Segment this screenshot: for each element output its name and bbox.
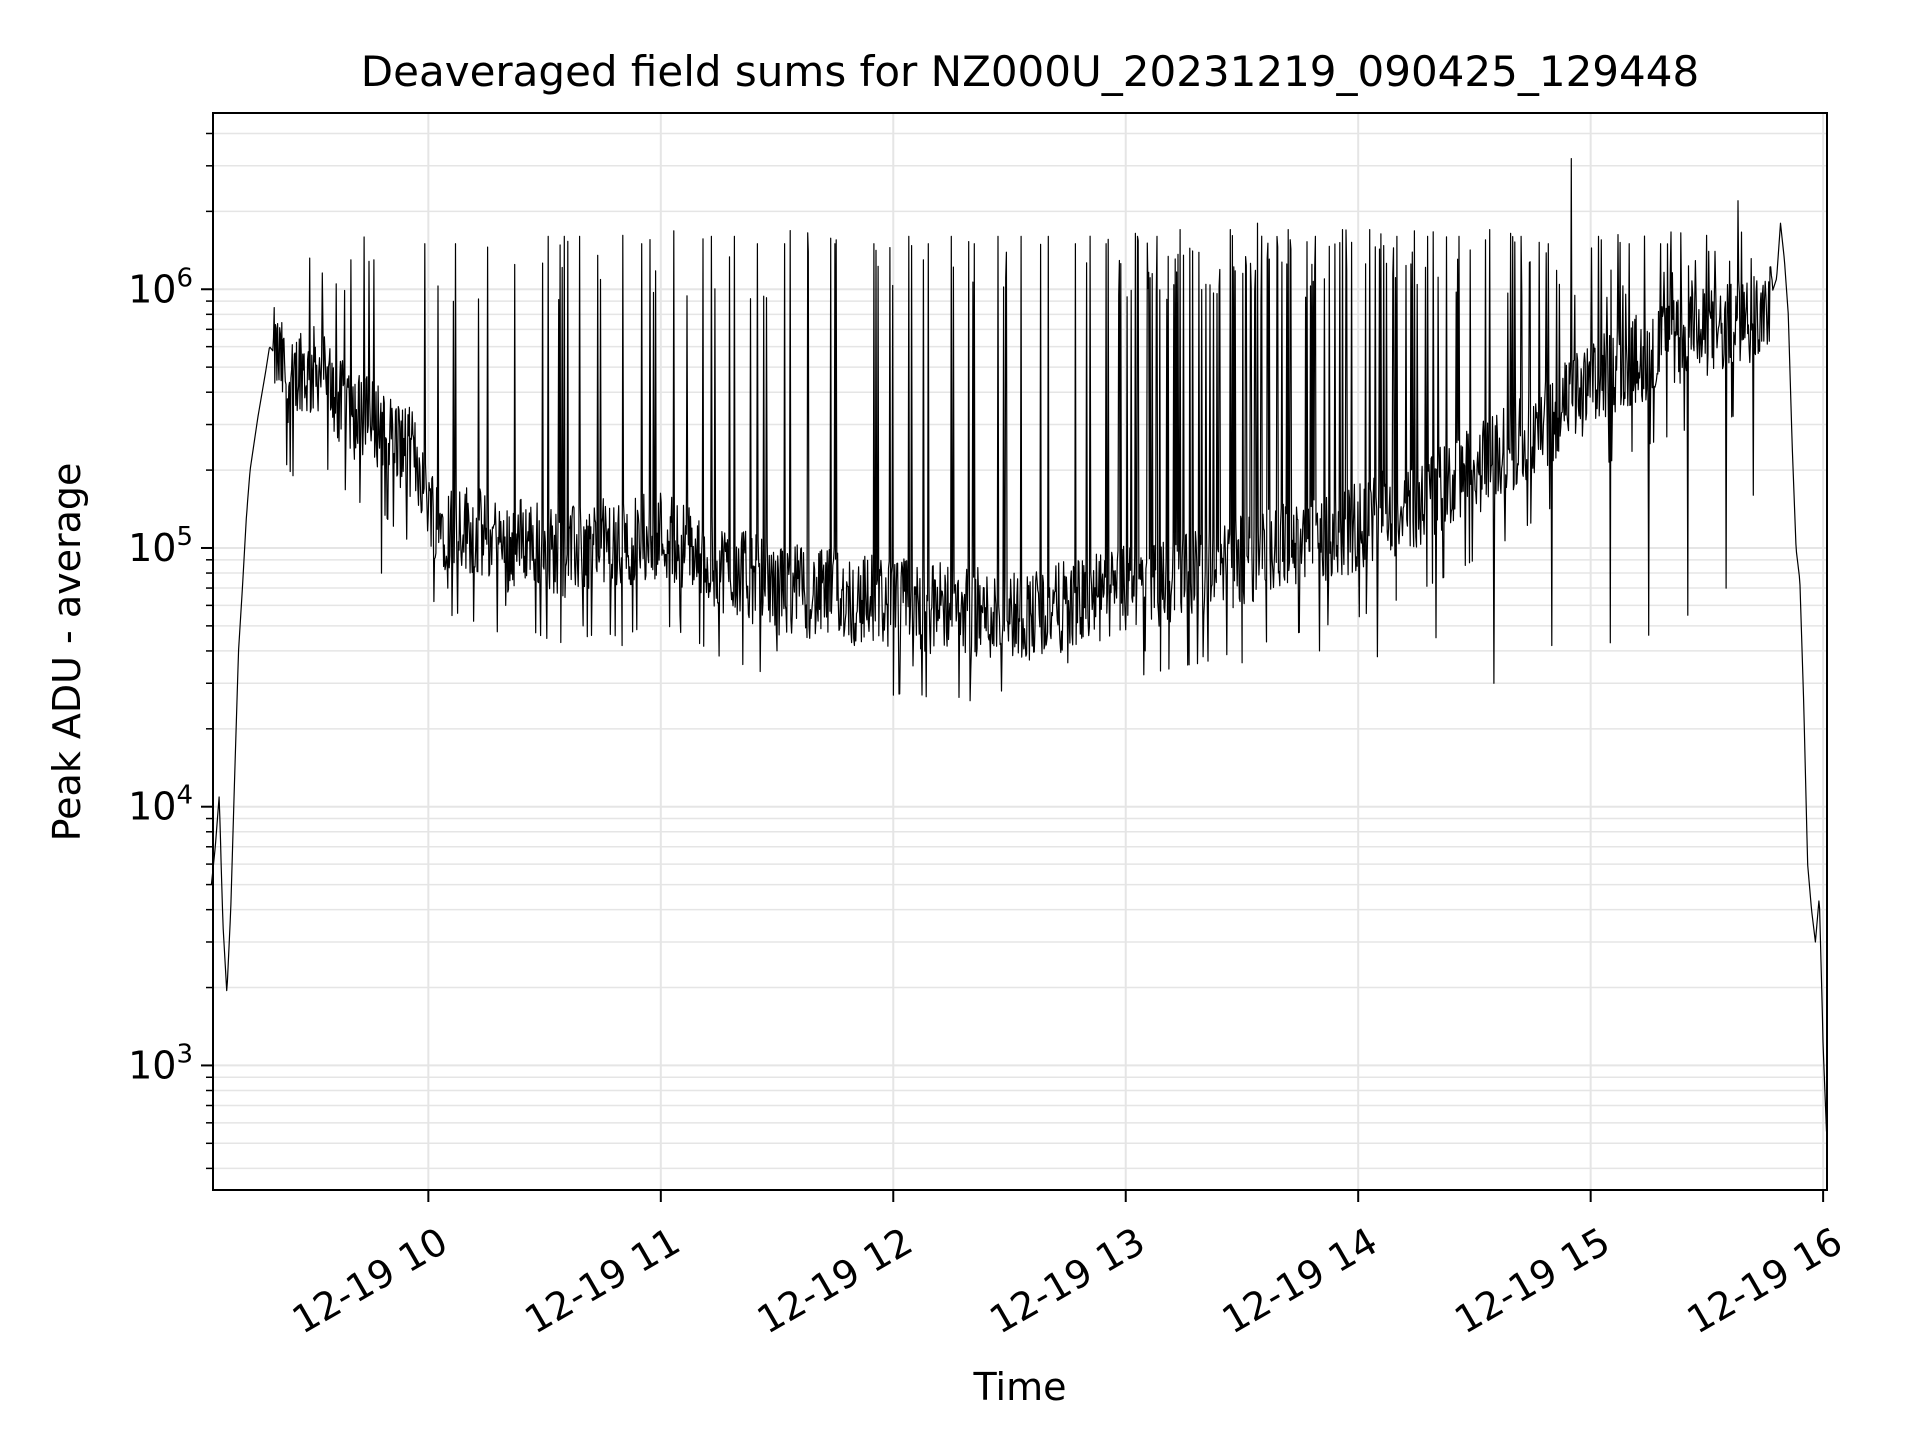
series-line <box>210 158 1828 1132</box>
x-axis-label: Time <box>973 1365 1067 1409</box>
series-group <box>210 158 1828 1132</box>
y-tick-label: 105 <box>128 522 193 570</box>
y-tick-label: 104 <box>128 781 193 829</box>
y-tick-label: 103 <box>128 1039 193 1087</box>
y-tick-label: 106 <box>128 263 193 311</box>
y-axis: 103 104 105 106 <box>128 132 213 1170</box>
chart-title: Deaveraged field sums for NZ000U_2023121… <box>361 47 1699 96</box>
y-axis-label: Peak ADU - average <box>45 463 89 842</box>
